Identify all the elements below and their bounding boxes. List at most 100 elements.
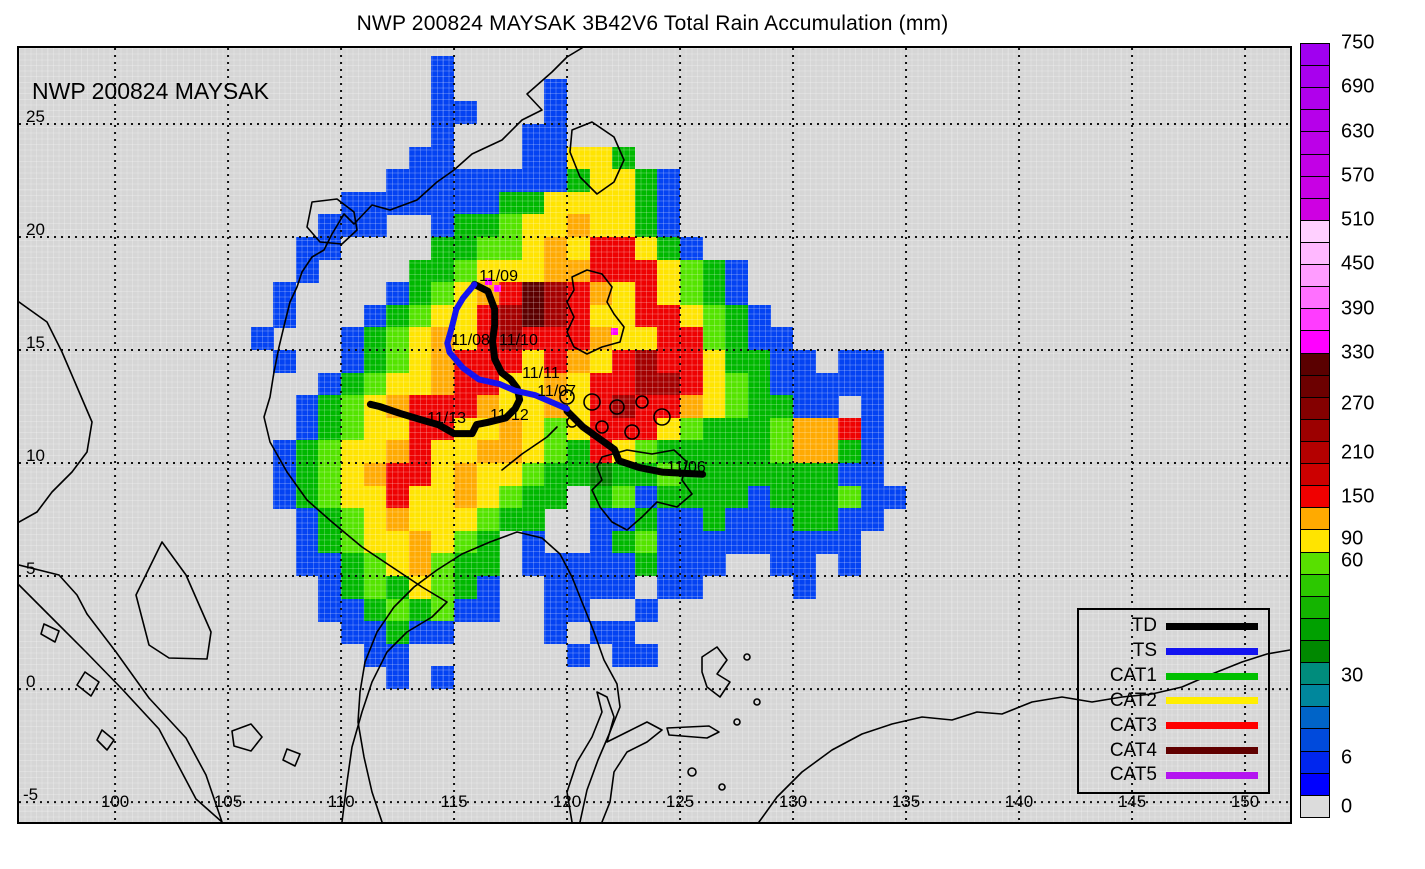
island-borneo	[357, 531, 621, 822]
rain-cell	[725, 350, 749, 373]
legend-row: CAT2	[1079, 690, 1268, 712]
island-mindanao	[591, 449, 693, 531]
rain-cell	[860, 485, 884, 509]
rain-cell	[747, 463, 771, 487]
rain-cell	[386, 372, 410, 396]
rain-cell	[318, 395, 342, 419]
rain-cell	[454, 553, 478, 577]
rain-cell	[318, 598, 342, 622]
rain-cell	[341, 508, 365, 532]
legend-label: CAT5	[1109, 764, 1157, 786]
rain-cell	[589, 508, 613, 532]
rain-cell	[680, 440, 704, 464]
lon-tick-label: 120	[552, 792, 582, 812]
colorbar-cell	[1300, 219, 1330, 243]
rain-cell	[521, 372, 545, 396]
rain-cell	[431, 598, 455, 622]
rain-cell	[386, 304, 410, 328]
rain-cell	[318, 530, 342, 554]
rain-cell	[657, 327, 681, 351]
rain-cell	[634, 372, 658, 396]
rain-cell	[250, 327, 274, 351]
rain-cell	[815, 440, 839, 464]
rain-cell	[273, 304, 297, 328]
colorbar-tick-label: 90	[1341, 527, 1364, 550]
legend-label: TS	[1132, 640, 1157, 662]
rain-cell	[386, 666, 410, 690]
rain-cell	[295, 236, 319, 260]
colorbar-cell	[1300, 308, 1330, 332]
rain-cell	[589, 236, 613, 260]
rain-cell	[612, 214, 636, 238]
rain-cell	[521, 350, 545, 373]
rain-cell	[657, 417, 681, 441]
rain-cell	[499, 417, 523, 441]
track-date-label: 11/12	[489, 406, 529, 424]
rain-cell	[544, 101, 568, 125]
colorbar-cell	[1300, 750, 1330, 774]
lon-tick-label: 130	[778, 792, 808, 812]
rain-cell	[680, 282, 704, 306]
rain-cell	[499, 282, 523, 306]
rain-cell	[454, 576, 478, 600]
rain-cell	[408, 282, 432, 306]
rain-cell	[363, 372, 387, 396]
rain-cell	[634, 530, 658, 554]
colorbar-cell	[1300, 87, 1330, 111]
colorbar-cell	[1300, 264, 1330, 288]
rain-cell	[747, 440, 771, 464]
rain-cell	[770, 508, 794, 532]
rain-cell	[838, 463, 862, 487]
rain-cell	[431, 101, 455, 125]
rain-cell	[589, 350, 613, 373]
legend-label: CAT2	[1109, 689, 1157, 711]
lon-tick-label: 150	[1230, 792, 1260, 812]
rain-cell	[499, 508, 523, 532]
rain-cell	[476, 169, 500, 193]
rain-cell	[341, 191, 365, 215]
island-halmahera	[701, 646, 731, 698]
rain-cell	[634, 417, 658, 441]
island-small	[687, 767, 697, 777]
rain-cell	[702, 508, 726, 532]
rain-cell	[567, 214, 591, 238]
rain-cell	[295, 417, 319, 441]
rain-cell	[454, 440, 478, 464]
rain-cell	[431, 78, 455, 102]
rain-cell	[634, 643, 658, 667]
legend-row: TS	[1079, 640, 1268, 662]
island-sulawesi	[566, 691, 663, 822]
legend-row: TD	[1079, 615, 1268, 637]
rain-cell	[363, 463, 387, 487]
rain-cell	[318, 553, 342, 577]
colorbar-cell	[1300, 639, 1330, 664]
rain-cell	[363, 576, 387, 600]
lat-tick-label: 20	[26, 219, 45, 239]
rain-cell	[680, 576, 704, 600]
map-plot-area: NWP 200824 MAYSAK 25 20 15 10 5 0 -5 100 105 110 1…	[17, 46, 1292, 824]
island-sumatra-w3	[96, 729, 115, 751]
rain-cell	[386, 643, 410, 667]
colorbar-cell	[1300, 65, 1330, 89]
storm-track-ts	[444, 281, 570, 412]
rain-cell	[318, 485, 342, 509]
lon-tick-label: 145	[1117, 792, 1147, 812]
rain-cell	[702, 282, 726, 306]
rain-cell	[725, 372, 749, 396]
rain-cell	[341, 327, 365, 351]
rain-cell	[657, 576, 681, 600]
rain-cell	[408, 485, 432, 509]
rain-cell	[408, 304, 432, 328]
colorbar-cell	[1300, 43, 1330, 67]
rain-cell	[386, 327, 410, 351]
island-hainan	[306, 198, 358, 245]
rain-cell	[680, 530, 704, 554]
rain-cell	[589, 214, 613, 238]
colorbar-cell	[1300, 794, 1330, 818]
rain-cell	[567, 282, 591, 306]
colorbar-tick-label: 510	[1341, 208, 1375, 231]
rain-cell	[838, 417, 862, 441]
rain-cell	[634, 327, 658, 351]
colorbar-tick-label: 0	[1341, 795, 1353, 818]
rain-cell	[883, 485, 907, 509]
